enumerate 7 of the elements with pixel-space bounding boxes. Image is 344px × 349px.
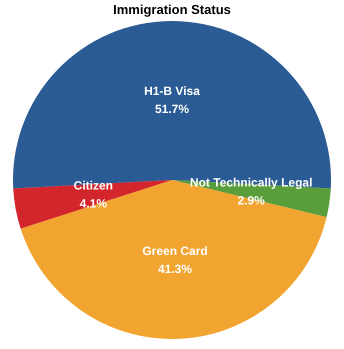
slice-label: Not Technically Legal (190, 176, 312, 190)
data-label: 2.9% (237, 194, 266, 208)
slice-label: H1-B Visa (144, 84, 200, 98)
slice-label: Green Card (142, 244, 208, 258)
data-label: 51.7% (154, 102, 190, 116)
chart-title: Immigration Status (113, 2, 231, 17)
data-label: 41.3% (158, 262, 192, 276)
